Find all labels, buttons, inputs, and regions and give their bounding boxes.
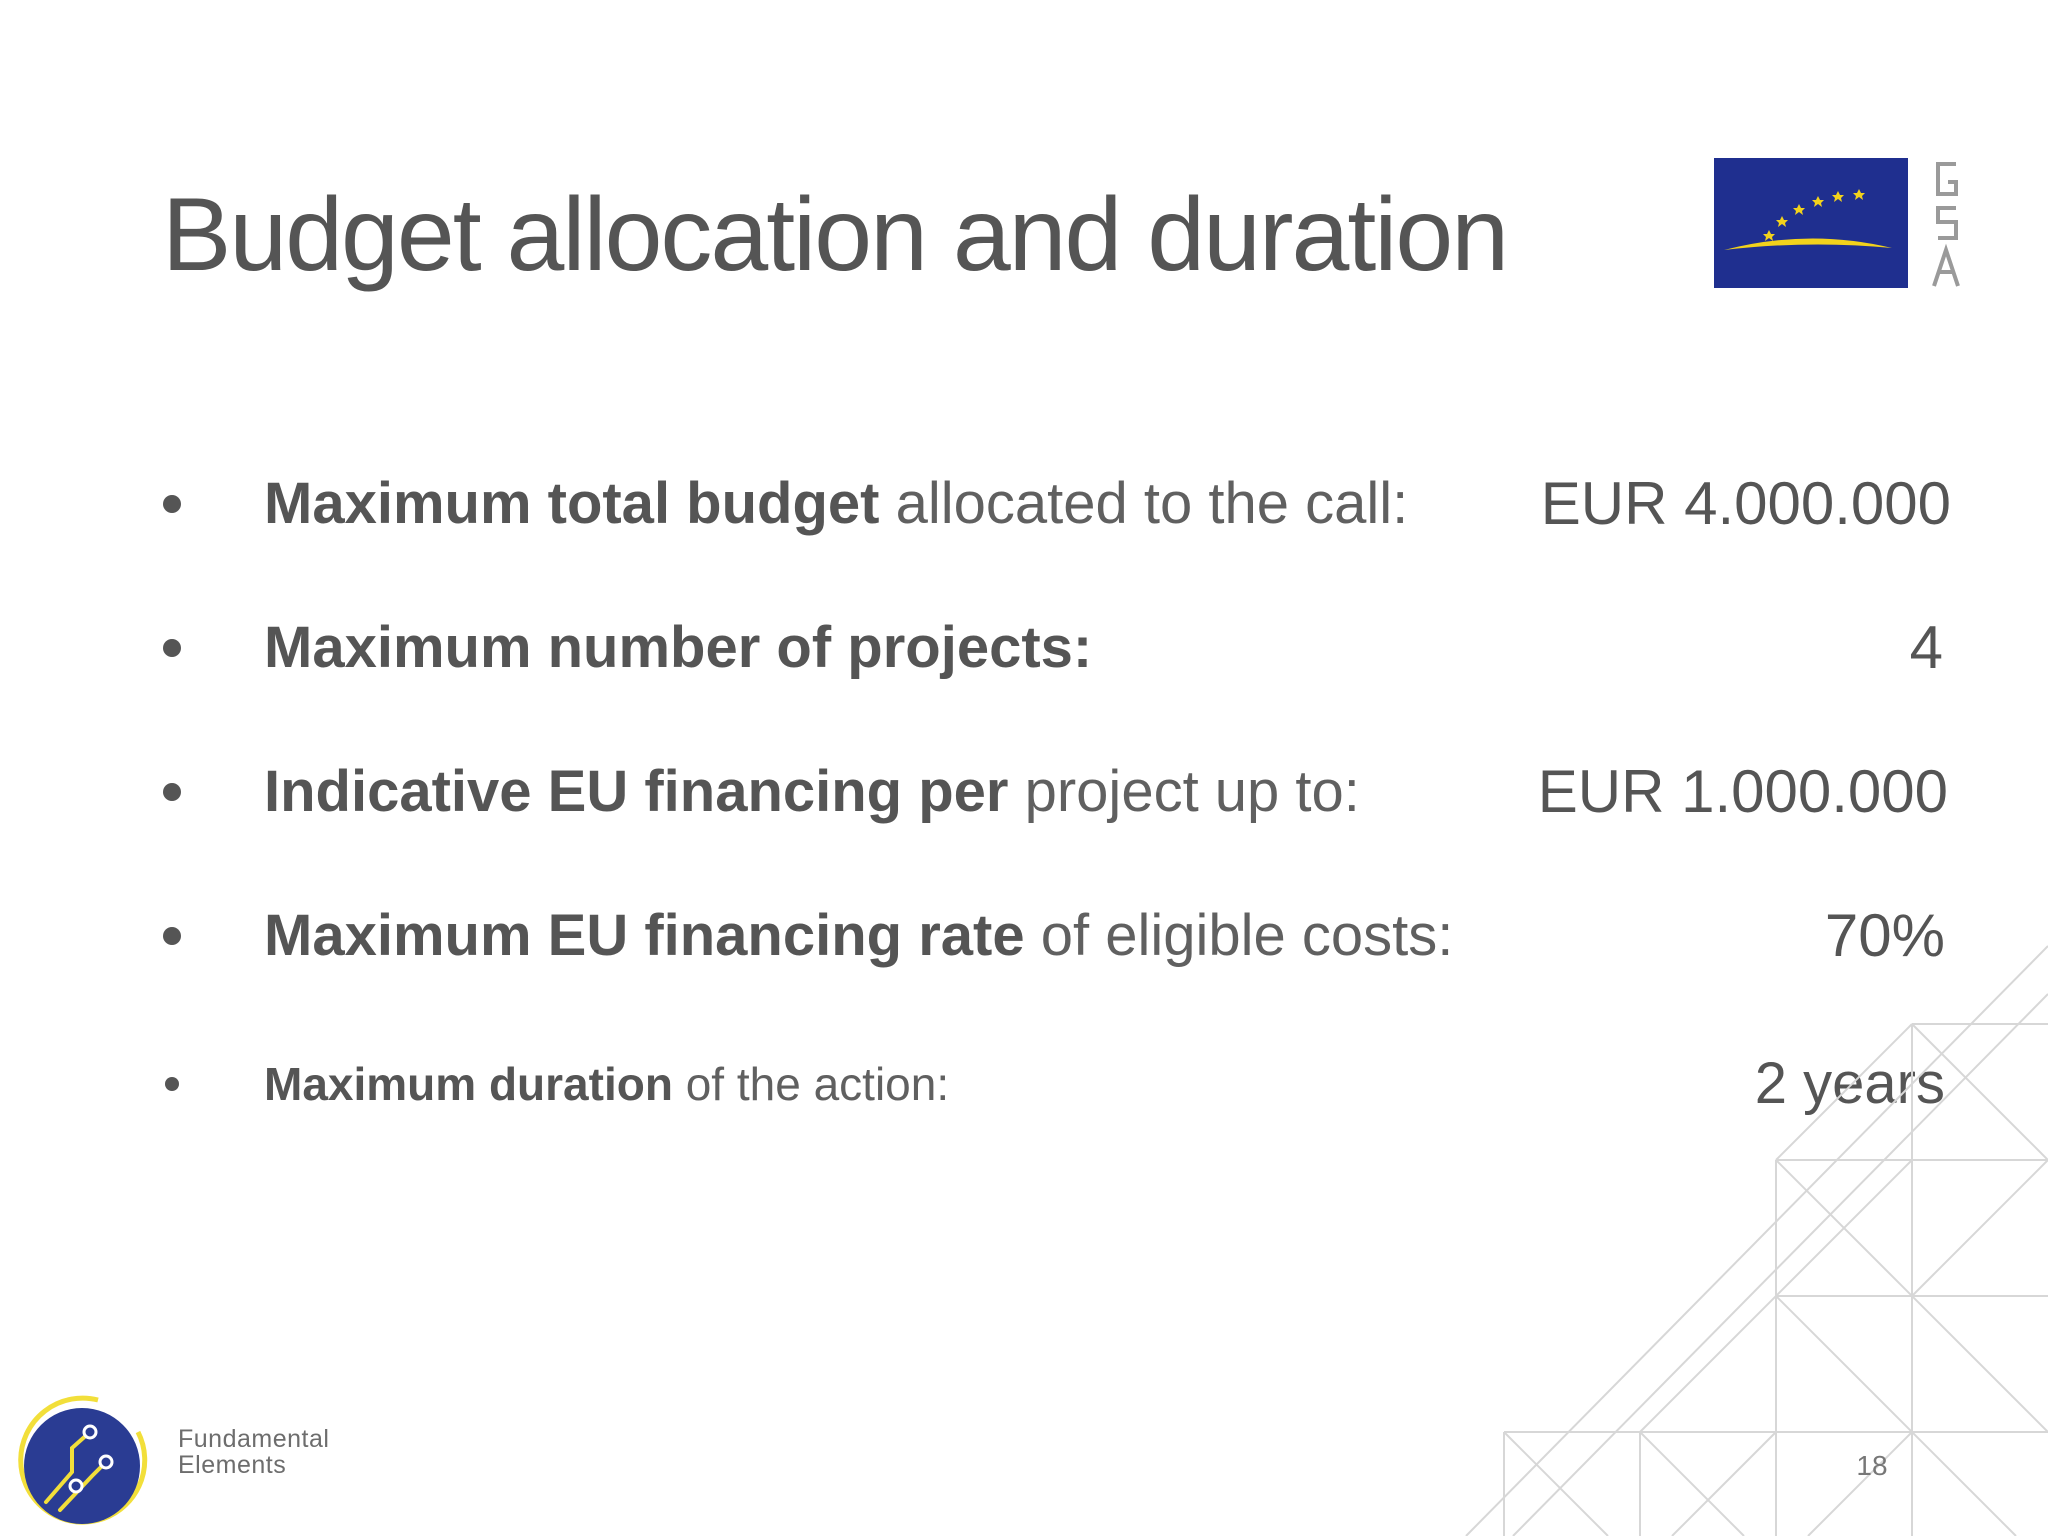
bullet-icon	[163, 927, 181, 945]
bullet-label-bold: Maximum EU financing rate	[264, 903, 1025, 968]
bullet-icon	[165, 1077, 179, 1091]
gsa-logo-icon	[1714, 158, 1966, 290]
bullet-label-rest: project up to:	[1008, 759, 1360, 824]
bullet-value: 70%	[1824, 902, 1945, 969]
bullet-label: Maximum total budget allocated to the ca…	[264, 464, 1408, 544]
bullet-item-eu-financing-rate: Maximum EU financing rate of eligible co…	[0, 896, 2048, 976]
bullet-icon	[163, 495, 181, 513]
bullet-value: 4	[1909, 614, 1943, 681]
bullet-label-rest: of the action:	[672, 1058, 950, 1110]
page-number: 18	[1856, 1450, 1888, 1481]
bullet-label-bold: Indicative EU financing per	[264, 759, 1009, 824]
bullet-value: EUR 1.000.000	[1537, 758, 1948, 825]
bullet-label-bold: Maximum number of projects:	[264, 615, 1093, 680]
decorative-grid-pattern	[1465, 945, 2048, 1536]
bullet-item-duration: Maximum duration of the action: 2 years	[0, 1044, 2048, 1124]
logo-text-line1: Fundamental	[178, 1425, 330, 1453]
bullet-label-bold: Maximum duration	[264, 1058, 673, 1110]
gsa-letters-icon	[1932, 162, 1960, 287]
bullet-list: Maximum total budget allocated to the ca…	[0, 464, 2048, 1124]
bullet-label: Maximum number of projects:	[264, 608, 1092, 688]
bullet-label-rest: allocated to the call:	[879, 471, 1409, 536]
bullet-label: Indicative EU financing per project up t…	[264, 752, 1360, 832]
bullet-value: EUR 4.000.000	[1540, 470, 1951, 537]
fundamental-elements-wordmark: Fundamental Elements	[178, 1426, 329, 1478]
bullet-label-bold: Maximum total budget	[264, 471, 880, 536]
bullet-label-rest: of eligible costs:	[1024, 903, 1454, 968]
logo-text-line2: Elements	[178, 1451, 287, 1479]
fundamental-elements-logo-icon	[18, 1395, 148, 1525]
gsa-flag-icon	[1714, 158, 1908, 288]
bullet-icon	[163, 639, 181, 657]
bullet-label: Maximum duration of the action:	[264, 1044, 949, 1124]
bullet-item-eu-financing-per-project: Indicative EU financing per project up t…	[0, 752, 2048, 832]
slide-title: Budget allocation and duration	[162, 177, 1509, 293]
bullet-item-total-budget: Maximum total budget allocated to the ca…	[0, 464, 2048, 544]
fundamental-elements-logo: Fundamental Elements	[10, 1392, 350, 1528]
bullet-icon	[163, 783, 181, 801]
bullet-item-number-of-projects: Maximum number of projects: 4	[0, 608, 2048, 688]
bullet-label: Maximum EU financing rate of eligible co…	[264, 896, 1453, 976]
